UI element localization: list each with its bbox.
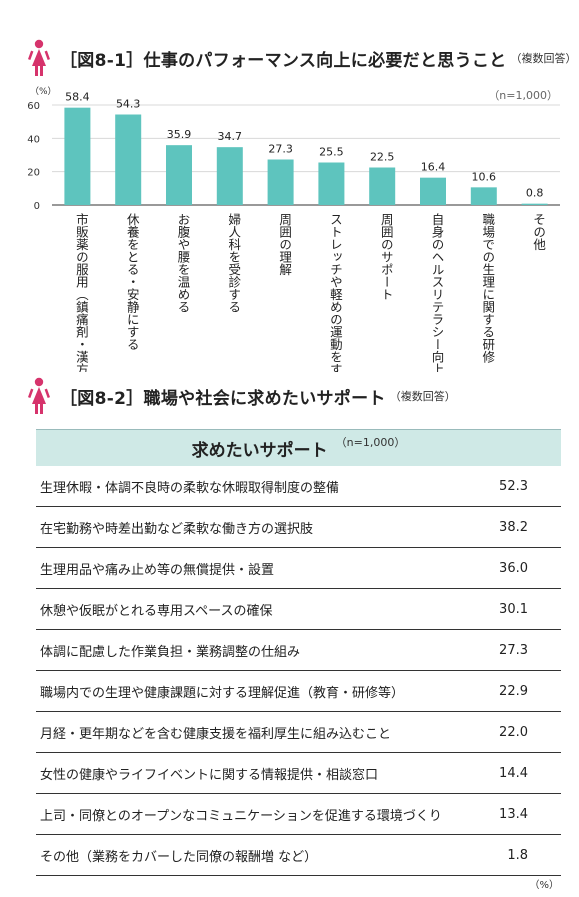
- support-item-label: 生理用品や痛み止め等の無償提供・設置: [40, 562, 275, 578]
- figure-1-title-text: ［図8-1］仕事のパフォーマンス向上に必要だと思うこと: [60, 50, 507, 71]
- table-row: 上司・同僚とのオープンなコミュニケーションを促進する環境づくり 13.4: [36, 794, 561, 835]
- support-item-value: 1.8: [507, 847, 528, 863]
- bar: [216, 147, 243, 205]
- bar-value-label: 0.8: [526, 187, 544, 200]
- figure-1-title: ［図8-1］仕事のパフォーマンス向上に必要だと思うこと （複数回答）: [28, 38, 576, 78]
- bar: [521, 203, 548, 205]
- bar: [166, 145, 192, 205]
- woman-icon: [28, 377, 50, 414]
- y-axis-unit: （%）: [30, 86, 57, 97]
- bar: [267, 159, 294, 205]
- figure-1-subtitle: （複数回答）: [510, 52, 577, 65]
- bar-value-label: 58.4: [65, 91, 90, 104]
- support-item-label: 体調に配慮した作業負担・業務調整の仕組み: [40, 644, 301, 660]
- bar: [318, 162, 345, 205]
- support-table-heading: 求めたいサポート: [191, 440, 328, 461]
- bar: [470, 187, 497, 205]
- woman-icon: [28, 39, 50, 76]
- support-item-label: 在宅勤務や時差出勤など柔軟な働き方の選択肢: [40, 521, 314, 537]
- bar-value-label: 27.3: [268, 143, 293, 156]
- support-item-value: 36.0: [499, 560, 528, 576]
- x-tick-label: お腹や腰を温める: [176, 213, 191, 313]
- y-tick-label: 60: [27, 101, 40, 112]
- support-item-value: 30.1: [499, 601, 528, 617]
- support-item-value: 27.3: [499, 642, 528, 658]
- support-item-label: 上司・同僚とのオープンなコミュニケーションを促進する環境づくり: [40, 808, 442, 824]
- table-row: 休憩や仮眠がとれる専用スペースの確保 30.1: [36, 589, 561, 630]
- bar-value-label: 16.4: [421, 161, 446, 174]
- x-tick-label: 自身のヘルスリテラシー向上: [430, 213, 445, 372]
- table-row: 女性の健康やライフイベントに関する情報提供・相談窓口 14.4: [36, 753, 561, 794]
- support-table-sample-size: （n=1,000）: [335, 436, 406, 449]
- bar-value-label: 25.5: [319, 146, 344, 159]
- table-row: 在宅勤務や時差出勤など柔軟な働き方の選択肢 38.2: [36, 507, 561, 548]
- x-tick-label: その他: [531, 213, 546, 251]
- bar-value-label: 35.9: [167, 128, 192, 141]
- x-tick-label: 職場での生理に関する研修: [480, 213, 495, 363]
- x-tick-label: ストレッチや軽めの運動をする: [328, 213, 343, 372]
- x-tick-label: 市販薬の服用（鎮痛剤・漢方等）: [74, 212, 89, 372]
- figure-2-title-text: ［図8-2］職場や社会に求めたいサポート: [60, 388, 386, 409]
- bar: [369, 167, 396, 205]
- support-item-value: 22.0: [499, 724, 528, 740]
- support-item-label: 職場内での生理や健康課題に対する理解促進（教育・研修等）: [40, 685, 405, 701]
- support-table-header: 求めたいサポート （n=1,000）: [36, 429, 561, 466]
- support-item-value: 14.4: [499, 765, 528, 781]
- table-row: 月経・更年期などを含む健康支援を福利厚生に組み込むこと 22.0: [36, 712, 561, 753]
- bar: [115, 114, 142, 205]
- support-table: 求めたいサポート （n=1,000） 生理休暇・体調不良時の柔軟な休暇取得制度の…: [36, 429, 561, 876]
- x-tick-label: 婦人科を受診する: [226, 212, 241, 313]
- bar-value-label: 54.3: [116, 98, 141, 111]
- support-item-value: 22.9: [499, 683, 528, 699]
- figure-2-subtitle: （複数回答）: [389, 390, 456, 403]
- bar: [64, 107, 91, 205]
- support-item-label: 女性の健康やライフイベントに関する情報提供・相談窓口: [40, 767, 379, 783]
- support-item-label: その他（業務をカバーした同僚の報酬増 など）: [40, 849, 318, 865]
- x-tick-label: 休養をとる・安静にする: [125, 213, 140, 351]
- support-item-label: 生理休暇・体調不良時の柔軟な休暇取得制度の整備: [40, 480, 340, 496]
- y-tick-label: 20: [27, 168, 40, 179]
- support-table-unit: （%）: [529, 880, 559, 891]
- table-row: 生理休暇・体調不良時の柔軟な休暇取得制度の整備 52.3: [36, 466, 561, 507]
- support-item-value: 52.3: [499, 478, 528, 494]
- support-table-body: 生理休暇・体調不良時の柔軟な休暇取得制度の整備 52.3 在宅勤務や時差出勤など柔軟…: [36, 466, 561, 876]
- figure-2-title: ［図8-2］職場や社会に求めたいサポート （複数回答）: [28, 376, 456, 416]
- sample-size-label: （n=1,000）: [488, 89, 558, 102]
- x-tick-label: 周囲の理解: [277, 213, 292, 276]
- support-item-value: 13.4: [499, 806, 528, 822]
- bar-value-label: 22.5: [370, 151, 395, 164]
- table-row: その他（業務をカバーした同僚の報酬増 など） 1.8: [36, 835, 561, 876]
- bar: [420, 177, 446, 205]
- support-item-label: 休憩や仮眠がとれる専用スペースの確保: [40, 603, 273, 619]
- bar-value-label: 34.7: [218, 130, 243, 143]
- table-row: 職場内での生理や健康課題に対する理解促進（教育・研修等） 22.9: [36, 671, 561, 712]
- table-row: 体調に配慮した作業負担・業務調整の仕組み 27.3: [36, 630, 561, 671]
- x-tick-label: 周囲のサポート: [379, 213, 394, 301]
- y-tick-label: 40: [27, 134, 40, 145]
- support-item-label: 月経・更年期などを含む健康支援を福利厚生に組み込むこと: [40, 726, 392, 742]
- bar-chart: （%） （n=1,000） 0 20 40 60 58.4 市販薬の服用（鎮痛剤・漢方等） 54…: [27, 86, 560, 372]
- support-item-value: 38.2: [499, 519, 528, 535]
- table-row: 生理用品や痛み止め等の無償提供・設置 36.0: [36, 548, 561, 589]
- bar-value-label: 10.6: [472, 170, 497, 183]
- y-tick-label: 0: [34, 201, 40, 212]
